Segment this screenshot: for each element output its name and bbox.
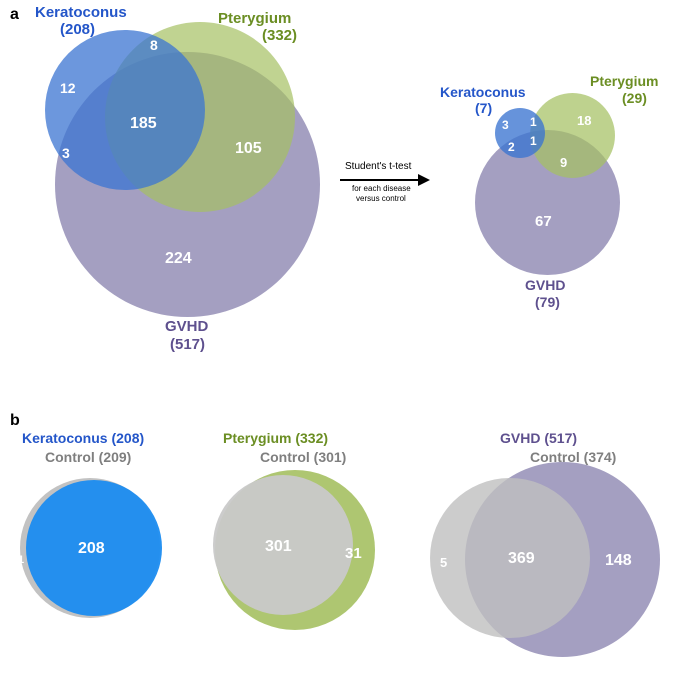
gvhd-label-a-right: GVHD	[525, 277, 565, 293]
r-kpg: 1	[530, 134, 537, 148]
arrow-text-top: Student's t-test	[345, 161, 411, 172]
pterygium-count-a-right: (29)	[622, 90, 647, 106]
b-k-control-only: 1	[18, 554, 24, 566]
pterygium-label-a-right: Pterygium	[590, 73, 658, 89]
gvhd-label-a-left: GVHD	[165, 318, 208, 335]
arrow-subtext1: for each disease	[352, 184, 411, 194]
keratoconus-count-a-left: (208)	[60, 21, 95, 38]
region-pg: 105	[235, 140, 262, 158]
b-pterygium-disease-label: Pterygium (332)	[223, 430, 328, 446]
r-kg: 2	[508, 140, 515, 154]
r-pg: 9	[560, 155, 567, 170]
gvhd-count-a-right: (79)	[535, 294, 560, 310]
gvhd-count-a-left: (517)	[170, 336, 205, 353]
b-g-disease-only: 148	[605, 552, 632, 570]
b-keratoconus-disease-label: Keratoconus (208)	[22, 430, 144, 446]
venn-a-right-keratoconus-circle	[495, 108, 545, 158]
keratoconus-text: Keratoconus	[35, 4, 127, 21]
b-pterygium-control-label: Control (301)	[260, 449, 346, 465]
keratoconus-count-a-right: (7)	[475, 100, 492, 116]
b-p-disease-only: 31	[345, 545, 362, 562]
arrow-head-icon	[418, 174, 430, 186]
arrow-line	[340, 179, 420, 181]
panel-b-label: b	[10, 412, 20, 430]
venn-a-left-keratoconus-circle	[45, 30, 205, 190]
b-g-control-only: 5	[440, 555, 447, 570]
b-p-overlap: 301	[265, 538, 292, 556]
b-k-overlap: 208	[78, 540, 105, 558]
panel-a-label: a	[10, 6, 19, 24]
pterygium-label-a-left: Pterygium	[218, 10, 291, 27]
region-k-only: 12	[60, 80, 76, 96]
region-kp: 8	[150, 37, 158, 53]
pterygium-count-a-left: (332)	[262, 27, 297, 44]
b-keratoconus-control-label: Control (209)	[45, 449, 131, 465]
region-kpg: 185	[130, 115, 157, 133]
arrow-subtext2: versus control	[356, 194, 406, 204]
keratoconus-label-a-right: Keratoconus	[440, 84, 526, 100]
keratoconus-label-a-left: Keratoconus	[35, 4, 127, 21]
r-kp: 1	[530, 115, 537, 129]
r-k-only: 3	[502, 118, 509, 132]
r-g-only: 67	[535, 213, 552, 230]
region-kg: 3	[62, 145, 70, 161]
r-p-only: 18	[577, 113, 591, 128]
b-gvhd-disease-label: GVHD (517)	[500, 430, 577, 446]
b-g-overlap: 369	[508, 550, 535, 568]
region-g-only: 224	[165, 250, 192, 268]
